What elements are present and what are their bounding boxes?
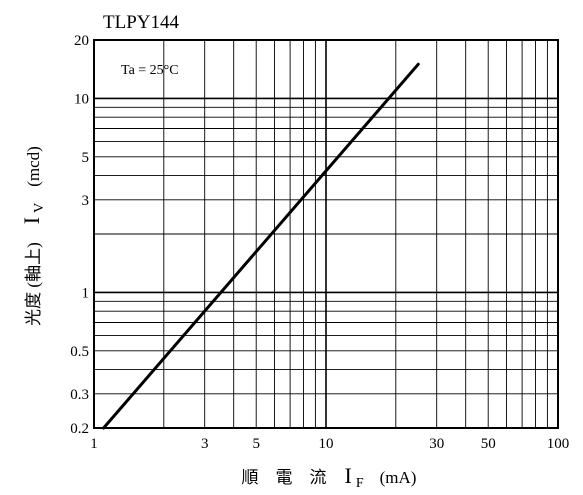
plot-frame [93,39,559,429]
y-tick-label: 20 [74,33,89,49]
condition-annotation: Ta = 25°C [121,63,179,78]
y-tick-label: 0.5 [70,344,89,360]
y-tick-label: 1 [82,285,90,301]
y-tick-label: 10 [74,91,89,107]
series-line [102,62,420,430]
y-tick-label: 0.2 [70,421,89,437]
chart-title: TLPY144 [103,12,180,33]
x-tick-label: 50 [481,436,496,452]
x-tick-label: 1 [90,436,98,452]
x-axis-symbol: I [345,463,352,488]
x-tick-labels: 1 3 5 10 30 50 100 [90,436,569,452]
x-tick-label: 100 [547,436,570,452]
y-axis-label-text: 光度 (軸上) [24,242,43,326]
y-axis-unit: (mcd) [24,146,43,187]
y-tick-labels: 0.2 0.3 0.5 1 3 5 10 20 [70,33,89,437]
x-tick-label: 30 [429,436,444,452]
y-axis-label: 光度 (軸上) I V (mcd) [19,146,47,326]
x-axis-label-text: 順 電 流 [242,468,327,487]
x-axis-label: 順 電 流 I F (mA) [242,463,417,491]
y-tick-label: 3 [82,193,90,209]
y-axis-symbol: I [19,217,44,224]
x-tick-label: 3 [201,436,209,452]
y-axis-subscript: V [32,203,47,213]
y-tick-label: 5 [82,150,90,166]
grid-lines [94,40,558,428]
x-axis-subscript: F [356,476,364,491]
x-tick-label: 5 [252,436,260,452]
data-series [102,62,420,430]
y-tick-label: 0.3 [70,387,89,403]
x-axis-unit: (mA) [380,468,417,487]
x-tick-label: 10 [319,436,334,452]
